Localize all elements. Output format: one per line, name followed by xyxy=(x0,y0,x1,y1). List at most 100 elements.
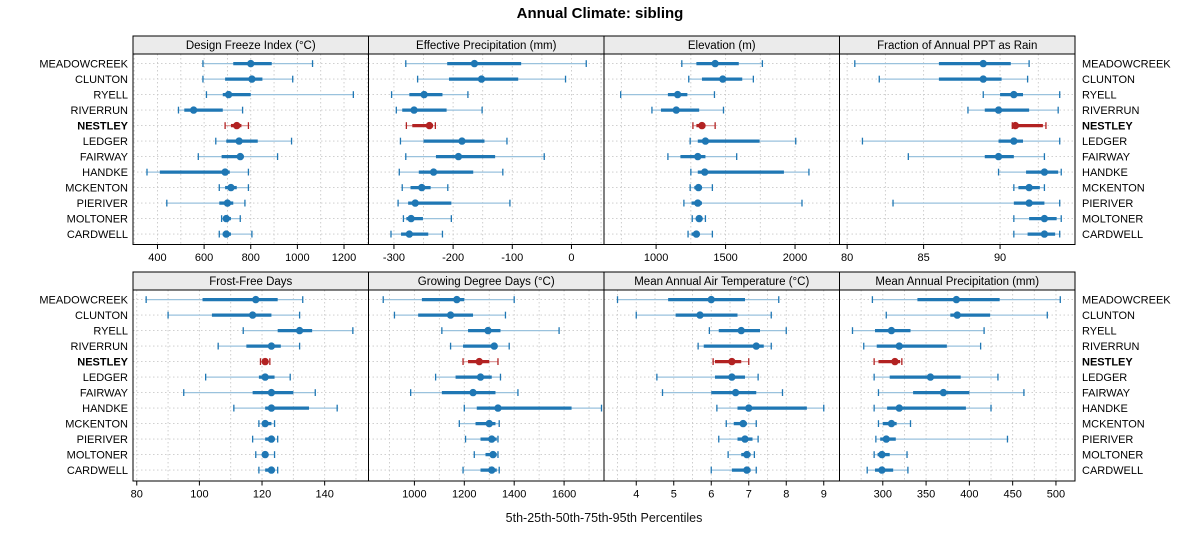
median-dot xyxy=(488,466,496,474)
median-dot xyxy=(737,326,745,335)
site-label-left: FAIRWAY xyxy=(80,151,129,163)
panel-background xyxy=(133,54,369,245)
site-label-right: MEADOWCREEK xyxy=(1082,294,1171,306)
x-tick-label: 1500 xyxy=(713,252,737,264)
median-dot xyxy=(252,295,260,304)
panel-strip-title: Mean Annual Air Temperature (°C) xyxy=(634,276,809,288)
median-dot xyxy=(979,59,987,68)
median-dot xyxy=(267,342,276,350)
x-tick-label: 1000 xyxy=(644,252,668,264)
median-dot xyxy=(701,168,709,176)
median-dot xyxy=(407,214,415,223)
median-dot xyxy=(701,137,710,145)
site-label-right: HANDKE xyxy=(1082,167,1128,179)
site-label-left: HANDKE xyxy=(82,167,128,179)
site-label-left: RIVERRUN xyxy=(71,341,129,353)
median-dot xyxy=(728,357,736,366)
median-dot xyxy=(484,326,492,335)
median-dot xyxy=(489,450,497,459)
median-dot xyxy=(420,90,428,99)
x-tick-label: 500 xyxy=(1047,489,1065,501)
median-dot xyxy=(454,152,463,161)
median-dot xyxy=(470,59,479,68)
median-dot xyxy=(692,230,701,238)
median-dot xyxy=(494,404,502,412)
x-tick-label: 350 xyxy=(917,489,935,501)
median-dot xyxy=(418,183,426,192)
site-label-right: CLUNTON xyxy=(1082,310,1135,322)
median-dot xyxy=(267,435,276,443)
median-dot xyxy=(994,152,1003,161)
x-tick-label: 1000 xyxy=(402,489,426,501)
x-tick-label: 120 xyxy=(253,489,271,501)
panel-strip-title: Effective Precipitation (mm) xyxy=(416,40,557,52)
median-dot xyxy=(227,183,235,192)
site-label-right: RYELL xyxy=(1082,325,1117,337)
x-tick-label: 5 xyxy=(671,489,677,501)
site-label-left: RYELL xyxy=(93,89,128,101)
median-dot xyxy=(926,373,935,381)
site-label-left: FAIRWAY xyxy=(80,387,129,399)
median-dot xyxy=(953,311,961,319)
median-dot xyxy=(696,311,704,319)
site-label-left: MCKENTON xyxy=(65,418,128,430)
site-label-left: PIERIVER xyxy=(77,434,128,446)
chart-title: Annual Climate: sibling xyxy=(516,5,684,22)
median-dot xyxy=(739,419,747,428)
median-dot xyxy=(694,152,702,161)
median-dot xyxy=(728,373,736,381)
median-dot xyxy=(1011,121,1020,130)
median-dot xyxy=(698,121,706,130)
x-tick-label: 6 xyxy=(708,489,714,501)
panel-strip-title: Fraction of Annual PPT as Rain xyxy=(877,40,1037,52)
x-tick-label: 9 xyxy=(821,489,827,501)
median-dot xyxy=(476,373,485,381)
x-tick-label: -300 xyxy=(383,252,405,264)
site-label-right: FAIRWAY xyxy=(1082,387,1131,399)
median-dot xyxy=(233,121,241,130)
site-label-right: MOLTONER xyxy=(1082,213,1143,225)
site-label-right: PIERIVER xyxy=(1082,434,1133,446)
site-label-left: NESTLEY xyxy=(77,356,128,368)
x-tick-label: 1400 xyxy=(502,489,526,501)
site-label-left: MOLTONER xyxy=(67,449,128,461)
median-dot xyxy=(469,388,477,397)
median-dot xyxy=(261,450,269,459)
median-dot xyxy=(223,199,232,207)
x-tick-label: 1600 xyxy=(552,489,576,501)
median-dot xyxy=(952,295,961,304)
median-dot xyxy=(745,404,753,412)
site-label-left: MOLTONER xyxy=(67,213,128,225)
site-label-right: LEDGER xyxy=(1082,136,1127,148)
panel-strip-title: Mean Annual Precipitation (mm) xyxy=(875,276,1039,288)
site-label-left: RYELL xyxy=(93,325,128,337)
panel: Design Freeze Index (°C) 400 600 800 1000 120… xyxy=(132,35,369,264)
x-tick-label: 80 xyxy=(841,252,853,264)
median-dot xyxy=(694,199,702,207)
x-tick-label: 7 xyxy=(746,489,752,501)
site-label-right: MCKENTON xyxy=(1082,418,1145,430)
median-dot xyxy=(695,214,703,223)
site-label-right: NESTLEY xyxy=(1082,356,1133,368)
x-tick-label: 8 xyxy=(783,489,789,501)
median-dot xyxy=(895,404,903,412)
site-label-left: MEADOWCREEK xyxy=(39,58,128,70)
median-dot xyxy=(222,214,230,223)
median-dot xyxy=(485,419,493,428)
median-dot xyxy=(752,342,760,350)
median-dot xyxy=(1040,168,1049,176)
panel-background xyxy=(604,290,840,481)
panel-background xyxy=(133,290,369,481)
median-dot xyxy=(743,466,751,474)
median-dot xyxy=(891,357,899,366)
median-dot xyxy=(247,59,255,68)
median-dot xyxy=(1040,214,1049,223)
site-label-right: CARDWELL xyxy=(1082,465,1143,477)
site-label-right: FAIRWAY xyxy=(1082,151,1131,163)
median-dot xyxy=(425,121,434,130)
panel-border xyxy=(839,53,1076,245)
site-label-right: CLUNTON xyxy=(1082,74,1135,86)
median-dot xyxy=(743,450,751,459)
site-label-left: LEDGER xyxy=(83,372,128,384)
